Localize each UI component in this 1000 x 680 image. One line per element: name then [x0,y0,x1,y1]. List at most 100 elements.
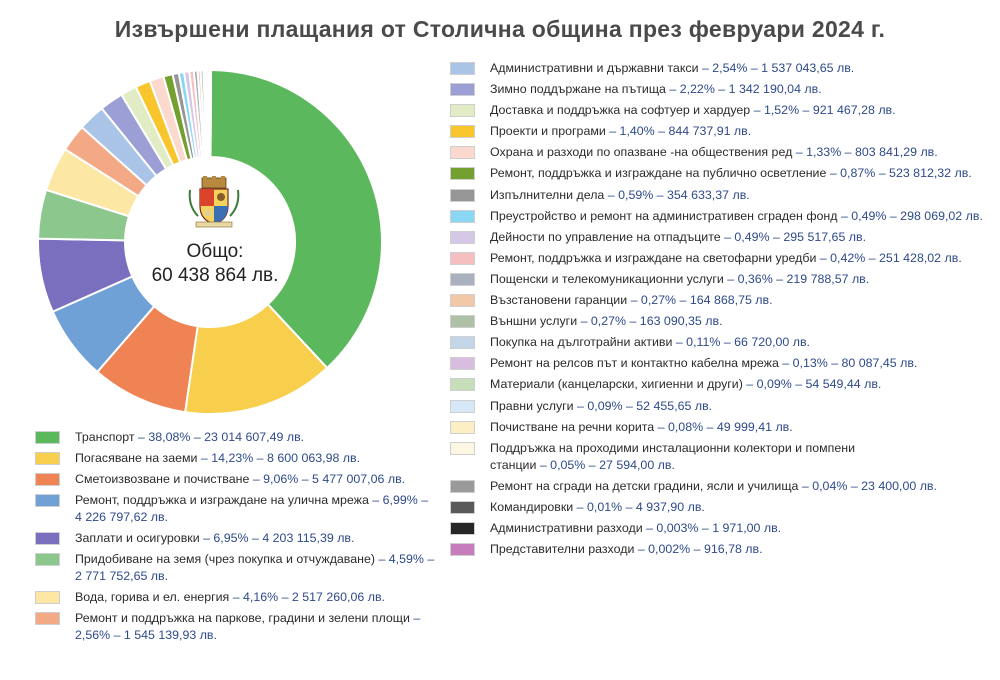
legend-value: – 0,27% – 164 868,75 лв. [627,293,773,308]
legend-item: Придобиване на земя (чрез покупка и отчу… [35,551,435,585]
legend-text: Вода, горива и ел. енергия – 4,16% – 2 5… [35,589,435,606]
legend-value: – 2,56% – 1 545 139,93 лв. [75,611,421,642]
legend-swatch [35,431,60,444]
legend-item: Външни услуги – 0,27% – 163 090,35 лв. [450,313,990,330]
legend-text: Охрана и разходи по опазване -на обществ… [450,144,990,161]
legend-item: Сметоизвозване и почистване – 9,06% – 5 … [35,471,435,488]
legend-text: Ремонт и поддръжка на паркове, градини и… [35,610,435,644]
legend-value: – 0,08% – 49 999,41 лв. [654,419,793,434]
chart-title: Извършени плащания от Столична община пр… [114,16,886,42]
legend-text: Дейности по управление на отпадъците – 0… [450,229,990,246]
legend-swatch [450,441,475,455]
legend-text: Проекти и програми – 1,40% – 844 737,91 … [450,123,990,140]
legend-text: Покупка на дълготрайни активи – 0,11% – … [450,334,990,351]
legend-value: – 14,23% – 8 600 063,98 лв. [197,451,361,465]
legend-value: – 0,11% – 66 720,00 лв. [672,335,810,350]
legend-value: – 6,95% – 4 203 115,39 лв. [199,531,355,545]
legend-item: Ремонт, поддръжка и изграждане на публич… [450,165,990,182]
legend-swatch [450,188,475,202]
legend-item: Почистване на речни корита – 0,08% – 49 … [450,419,990,436]
legend-text: Ремонт, поддръжка и изграждане на улична… [35,492,435,526]
legend-value: – 4,59% – 2 771 752,65 лв. [75,552,435,583]
legend-swatch [450,315,475,329]
total-label: Общо: 60 438 864 лв. [135,240,295,288]
legend-swatch [450,479,475,493]
legend-value: – 0,01% – 4 937,90 лв. [573,499,705,514]
legend-text: Командировки – 0,01% – 4 937,90 лв. [450,499,990,516]
legend-label: Възстановени гаранции [490,293,628,308]
legend-label-continuation: станции [490,457,537,472]
legend-swatch [35,591,60,604]
legend-swatch [35,553,60,566]
sofia-crest-logo [186,176,242,233]
legend-value: – 38,08% – 23 014 607,49 лв. [134,430,305,444]
legend-swatch [450,62,475,75]
legend-text: Ремонт, поддръжка и изграждане на светоф… [450,250,990,267]
legend-value: – 0,87% – 523 812,32 лв. [826,166,972,181]
legend-label: Пощенски и телекомуникационни услуги [490,271,724,286]
legend-swatch [450,543,475,557]
legend-text: Пощенски и телекомуникационни услуги – 0… [450,271,990,288]
legend-label: Охрана и разходи по опазване -на обществ… [490,145,793,160]
legend-item: Доставка и поддръжка на софтуер и хардуе… [450,102,990,119]
legend-label: Почистване на речни корита [490,419,655,434]
legend-label: Ремонт, поддръжка и изграждане на улична… [75,493,369,507]
legend-item: Поддръжка на проходими инсталационни кол… [450,440,990,474]
legend-item: Представителни разходи – 0,002% – 916,78… [450,541,990,558]
legend-item: Зимно поддържане на пътища – 2,22% – 1 3… [450,81,990,98]
legend-item: Ремонт, поддръжка и изграждане на улична… [35,492,435,526]
legend-swatch [450,336,475,350]
legend-value: – 0,002% – 916,78 лв. [634,542,763,557]
legend-swatch [450,500,475,514]
legend-label: Представителни разходи [490,542,635,557]
legend-value: – 6,99% – 4 226 797,62 лв. [75,493,429,524]
legend-label: Заплати и осигуровки [75,531,200,545]
legend-left: Транспорт – 38,08% – 23 014 607,49 лв. По… [35,429,435,648]
legend-text: Административни разходи – 0,003% – 1 971… [450,520,990,537]
legend-label: Погасяване на заеми [75,451,198,465]
legend-value: – 1,33% – 803 841,29 лв. [792,145,938,160]
legend-label: Административни и държавни такси [490,61,699,75]
legend-text: Административни и държавни такси – 2,54%… [450,60,990,77]
legend-swatch [450,167,475,181]
legend-item: Изпълнителни дела – 0,59% – 354 633,37 л… [450,187,990,204]
legend-text: Ремонт на сгради на детски градини, ясли… [450,478,990,495]
legend-text: Поддръжка на проходими инсталационни кол… [450,440,990,474]
total-value: 60 438 864 лв. [151,265,279,286]
legend-item: Охрана и разходи по опазване -на обществ… [450,144,990,161]
legend-item: Командировки – 0,01% – 4 937,90 лв. [450,499,990,516]
legend-value: – 0,003% – 1 971,00 лв. [642,520,782,535]
legend-swatch [450,420,475,434]
crest-crown [201,176,227,189]
legend-item: Възстановени гаранции – 0,27% – 164 868,… [450,292,990,309]
legend-label: Вода, горива и ел. енергия [75,590,230,604]
legend-text: Изпълнителни дела – 0,59% – 354 633,37 л… [450,187,990,204]
legend-text: Сметоизвозване и почистване – 9,06% – 5 … [35,471,435,488]
legend-label: Поддръжка на проходими инсталационни кол… [490,440,856,455]
legend-value: – 1,40% – 844 737,91 лв. [605,124,752,139]
legend-text: Зимно поддържане на пътища – 2,22% – 1 3… [450,81,990,98]
legend-right: Административни и държавни такси – 2,54%… [450,60,990,562]
legend-label: Ремонт на релсов път и контактно кабелна… [490,356,779,371]
legend-swatch [450,209,475,223]
legend-label: Ремонт, поддръжка и изграждане на публич… [490,166,827,181]
legend-label: Транспорт [75,430,135,444]
legend-swatch [450,230,475,244]
legend-value: – 0,09% – 52 455,65 лв. [573,398,713,413]
pie-slice [209,68,383,370]
legend-item: Ремонт на сгради на детски градини, ясли… [450,478,990,495]
legend-value: – 2,54% – 1 537 043,65 лв. [698,61,855,75]
legend-label: Командировки [490,499,574,514]
legend-value: – 4,16% – 2 517 260,06 лв. [229,590,385,604]
legend-text: Преустройство и ремонт на административе… [450,208,990,225]
legend-swatch [450,125,475,139]
legend-text: Външни услуги – 0,27% – 163 090,35 лв. [450,313,990,330]
legend-label: Преустройство и ремонт на административе… [490,208,838,223]
legend-item: Материали (канцеларски, хигиенни и други… [450,376,990,393]
legend-value: – 0,27% – 163 090,35 лв. [577,314,723,329]
legend-text: Ремонт, поддръжка и изграждане на публич… [450,165,990,182]
pie-slice [183,302,329,415]
legend-swatch [450,104,475,118]
legend-label: Зимно поддържане на пътища [490,82,666,97]
